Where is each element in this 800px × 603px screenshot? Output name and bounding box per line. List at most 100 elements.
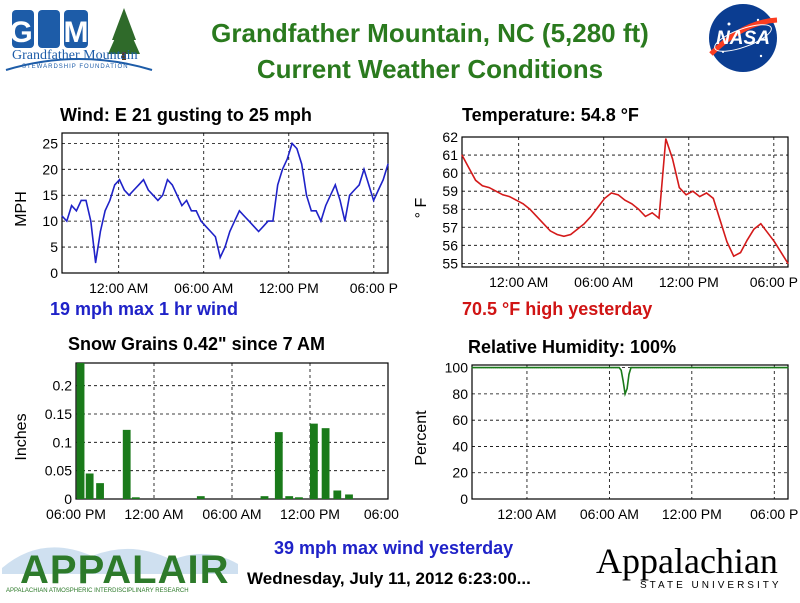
plot-frame: [61, 132, 389, 274]
data-point: [133, 189, 135, 191]
data-point: [514, 367, 516, 369]
data-point: [546, 367, 548, 369]
data-point: [655, 367, 658, 369]
data-point: [705, 192, 708, 194]
data-point: [587, 367, 589, 369]
data-point: [773, 367, 775, 369]
data-point: [524, 367, 526, 369]
data-point: [373, 199, 375, 201]
data-point: [628, 373, 630, 375]
x-tick-label: 06:00 P: [750, 274, 798, 290]
data-point: [739, 252, 742, 254]
data-point: [769, 367, 771, 369]
data-point: [508, 196, 511, 198]
data-point: [706, 367, 709, 369]
data-point: [785, 367, 787, 369]
data-point: [699, 367, 701, 369]
data-point: [75, 210, 77, 212]
data-point: [563, 367, 565, 369]
data-point: [555, 367, 557, 369]
data-point: [616, 367, 618, 369]
data-point: [746, 239, 748, 241]
data-point: [363, 168, 365, 170]
data-point: [508, 367, 510, 369]
data-point: [630, 367, 632, 369]
data-point: [495, 367, 497, 369]
data-point: [742, 367, 744, 369]
y-tick-label: 60: [442, 165, 458, 181]
snow-bar: [260, 496, 269, 499]
data-point: [595, 367, 597, 369]
data-point: [771, 367, 773, 369]
data-point: [95, 262, 97, 264]
svg-text:G: G: [9, 16, 32, 49]
y-tick-label: 56: [442, 237, 458, 253]
series-line: [461, 138, 789, 264]
data-point: [205, 225, 207, 227]
data-point: [724, 367, 726, 369]
data-point: [540, 367, 542, 369]
data-point: [590, 215, 592, 217]
data-point: [583, 223, 585, 225]
data-point: [659, 367, 661, 369]
data-point: [604, 367, 607, 369]
data-point: [760, 223, 762, 225]
data-point: [377, 189, 379, 191]
x-tick-label: 06:00 P: [750, 506, 798, 522]
data-point: [561, 367, 563, 369]
data-point: [162, 194, 164, 196]
data-point: [522, 367, 524, 369]
data-point: [90, 220, 92, 222]
x-tick-label: 12:00 PM: [659, 274, 719, 290]
data-point: [781, 367, 783, 369]
data-point: [773, 241, 775, 243]
data-point: [147, 189, 149, 191]
data-point: [692, 190, 694, 192]
data-point: [748, 367, 750, 369]
data-point: [716, 367, 718, 369]
data-point: [667, 367, 669, 369]
snow-bar: [85, 473, 94, 499]
data-point: [720, 367, 722, 369]
data-point: [272, 220, 274, 222]
data-point: [529, 208, 531, 210]
data-point: [334, 184, 336, 186]
logo-grandfather: G M Grandfather Mountain STEWARDSHIP FOU…: [4, 4, 154, 74]
data-point: [677, 367, 679, 369]
data-point: [726, 241, 728, 243]
data-point: [631, 203, 633, 205]
data-point: [612, 367, 614, 369]
data-point: [765, 367, 767, 369]
data-point: [576, 228, 579, 230]
data-point: [544, 367, 546, 369]
data-point: [763, 367, 765, 369]
x-tick-label: 06:00 P: [364, 506, 400, 522]
y-tick-label: 25: [42, 135, 58, 151]
data-point: [665, 367, 667, 369]
data-point: [118, 179, 121, 181]
data-point: [651, 212, 653, 214]
y-tick-label: 5: [50, 239, 58, 255]
page-title-line2: Current Weather Conditions: [256, 54, 604, 84]
data-point: [186, 199, 188, 201]
data-point: [671, 158, 674, 160]
y-tick-label: 62: [442, 129, 458, 145]
x-tick-label: 12:00 PM: [662, 506, 722, 522]
wind-title: Wind: E 21 gusting to 25 mph: [60, 105, 312, 125]
data-point: [181, 205, 183, 207]
data-point: [320, 220, 322, 222]
data-point: [687, 367, 689, 369]
page-title-line1: Grandfather Mountain, NC (5,280 ft): [211, 18, 649, 48]
data-point: [591, 367, 593, 369]
data-point: [520, 367, 522, 369]
data-point: [675, 367, 677, 369]
data-point: [382, 179, 384, 181]
data-point: [99, 230, 101, 233]
data-point: [712, 197, 714, 199]
data-point: [488, 187, 490, 189]
data-point: [248, 220, 250, 222]
y-tick-label: 0.2: [53, 378, 73, 394]
plot-frame: [471, 364, 789, 500]
svg-text:M: M: [64, 16, 89, 49]
data-point: [752, 367, 754, 369]
